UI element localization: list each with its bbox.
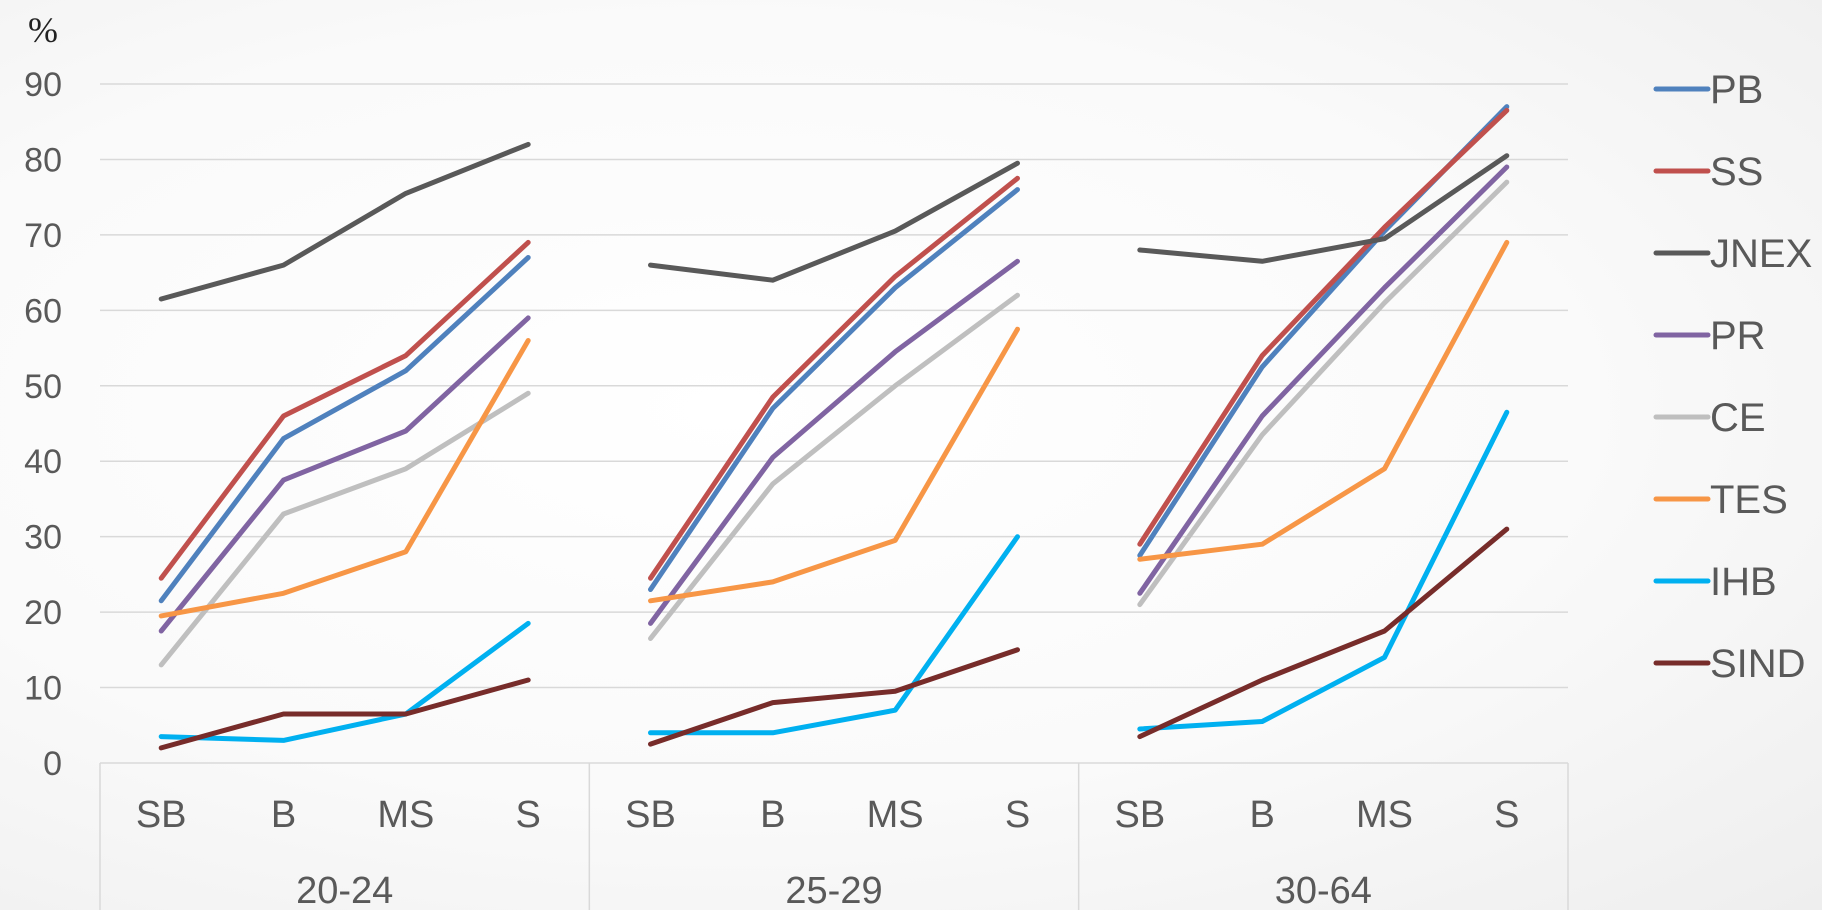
- series-line-jnex-30-64: [1137, 153, 1510, 264]
- x-category-label-s: S: [1005, 794, 1030, 836]
- series-line-tes-30-64: [1137, 239, 1510, 562]
- series-line-pr-20-24: [158, 315, 531, 634]
- series-line-ce-30-64: [1137, 179, 1510, 608]
- legend-label: PR: [1710, 314, 1766, 358]
- series-jnex: [158, 141, 1510, 302]
- legend-label: SIND: [1710, 642, 1806, 686]
- y-tick-label-90: 90: [24, 66, 62, 104]
- legend-label: JNEX: [1710, 232, 1812, 276]
- x-group-label-25-29: 25-29: [785, 870, 882, 910]
- series-line-ihb-30-64: [1137, 409, 1510, 732]
- series-line-jnex-25-29: [648, 160, 1020, 283]
- series-line-sind-25-29: [648, 647, 1020, 747]
- series-line-pb-20-24: [158, 255, 531, 604]
- legend-label: IHB: [1710, 560, 1777, 604]
- series-line-pb-30-64: [1137, 104, 1510, 558]
- series-tes: [158, 239, 1510, 619]
- y-tick-label-80: 80: [24, 141, 62, 179]
- legend-label: CE: [1710, 396, 1766, 440]
- legend-item-ss: SS: [1653, 150, 1763, 194]
- x-category-label-b: B: [760, 794, 785, 836]
- series-sind: [158, 526, 1510, 751]
- x-category-label-ms: MS: [377, 794, 434, 836]
- series-ss: [158, 107, 1510, 581]
- series-line-sind-20-24: [158, 677, 531, 751]
- series-line-jnex-20-24: [158, 141, 531, 302]
- y-axis-ticks: 0 10 20 30 40 50 60 70 80 90: [24, 66, 62, 783]
- series-line-ss-20-24: [158, 239, 531, 581]
- legend-item-ce: CE: [1653, 396, 1766, 440]
- y-tick-label-0: 0: [43, 745, 62, 783]
- y-tick-label-10: 10: [24, 670, 62, 708]
- y-tick-label-20: 20: [24, 594, 62, 632]
- x-axis: SB B MS S 20-24 SB B MS S 25-29 SB B MS S 30-64: [99, 763, 1569, 910]
- legend-item-sind: SIND: [1653, 642, 1806, 686]
- legend-item-ihb: IHB: [1653, 560, 1777, 604]
- series-line-pr-25-29: [648, 258, 1020, 626]
- series-lines: [158, 104, 1510, 751]
- y-tick-label-50: 50: [24, 368, 62, 406]
- legend-label: PB: [1710, 68, 1763, 112]
- x-group-label-20-24: 20-24: [296, 870, 393, 910]
- legend-item-pb: PB: [1653, 68, 1763, 112]
- series-ce: [158, 179, 1510, 668]
- gridlines: [100, 83, 1568, 764]
- x-category-label-s: S: [515, 794, 540, 836]
- y-unit-label: %: [28, 10, 58, 50]
- legend: PB SS JNEX PR CE TES IHB SIND: [1653, 68, 1812, 686]
- x-category-label-ms: MS: [1356, 794, 1413, 836]
- x-category-label-ms: MS: [867, 794, 924, 836]
- series-line-ihb-20-24: [158, 620, 531, 743]
- series-line-tes-20-24: [158, 338, 531, 619]
- x-category-label-b: B: [1249, 794, 1274, 836]
- series-pr: [158, 164, 1510, 634]
- series-line-ce-25-29: [648, 292, 1020, 641]
- series-line-ss-30-64: [1137, 107, 1510, 547]
- x-category-label-sb: SB: [625, 794, 676, 836]
- legend-item-jnex: JNEX: [1653, 232, 1812, 276]
- series-line-ihb-25-29: [648, 534, 1020, 736]
- x-category-label-sb: SB: [1114, 794, 1165, 836]
- series-line-pr-30-64: [1137, 164, 1510, 596]
- legend-label: TES: [1710, 478, 1788, 522]
- legend-item-tes: TES: [1653, 478, 1788, 522]
- legend-label: SS: [1710, 150, 1763, 194]
- x-category-label-b: B: [271, 794, 296, 836]
- series-line-ce-20-24: [158, 390, 531, 668]
- series-line-pb-25-29: [648, 187, 1020, 592]
- series-pb: [158, 104, 1510, 604]
- x-group-label-30-64: 30-64: [1275, 870, 1372, 910]
- series-ihb: [158, 409, 1510, 743]
- y-tick-label-40: 40: [24, 443, 62, 481]
- series-line-sind-30-64: [1137, 526, 1510, 740]
- series-line-ss-25-29: [648, 175, 1020, 581]
- series-line-tes-25-29: [648, 326, 1020, 604]
- x-category-label-sb: SB: [136, 794, 187, 836]
- y-tick-label-70: 70: [24, 217, 62, 255]
- y-tick-label-60: 60: [24, 292, 62, 330]
- legend-item-pr: PR: [1653, 314, 1766, 358]
- y-tick-label-30: 30: [24, 519, 62, 557]
- x-category-label-s: S: [1494, 794, 1519, 836]
